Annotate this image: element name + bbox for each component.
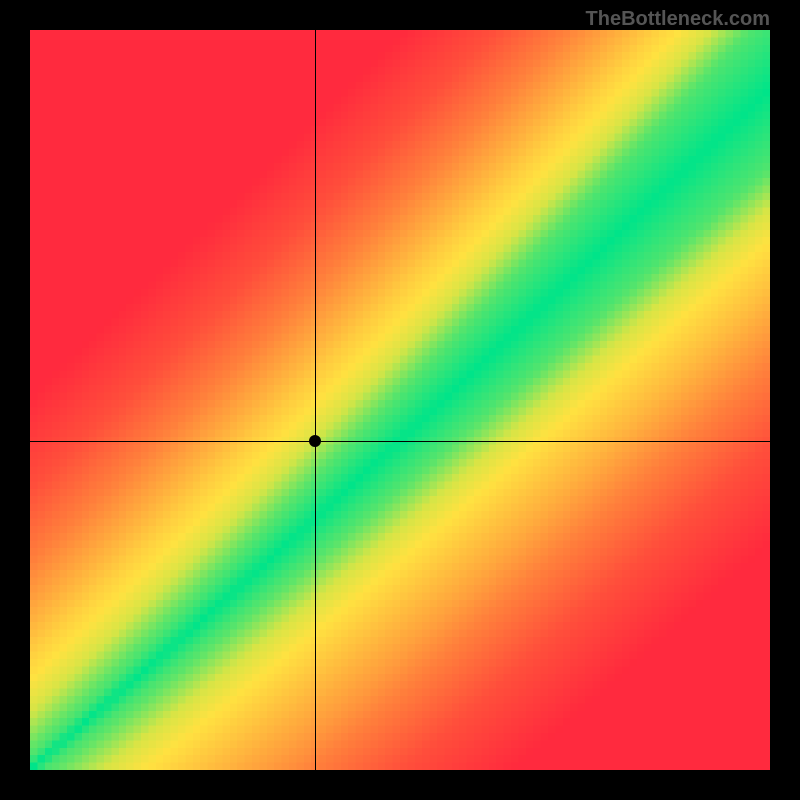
crosshair-vertical bbox=[315, 30, 316, 770]
watermark-text: TheBottleneck.com bbox=[586, 8, 770, 31]
heatmap-canvas bbox=[30, 30, 770, 770]
marker-dot bbox=[309, 435, 321, 447]
heatmap-plot bbox=[30, 30, 770, 770]
crosshair-horizontal bbox=[30, 441, 770, 442]
